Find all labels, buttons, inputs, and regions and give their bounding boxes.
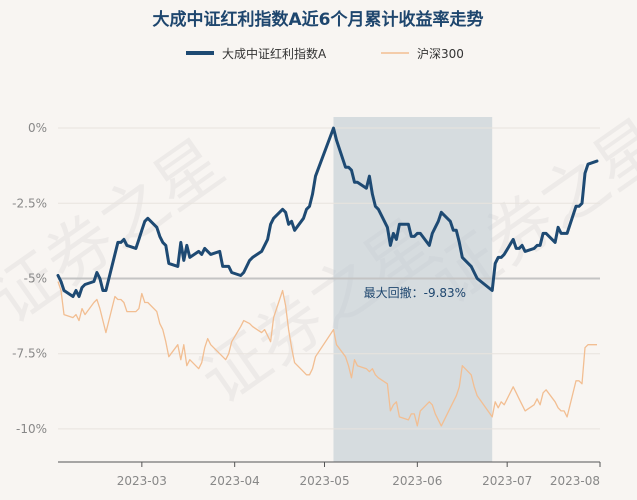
y-tick-label: -7.5% (12, 347, 47, 361)
x-tick-label: 2023-07 (482, 474, 532, 488)
legend-label-hs300: 沪深300 (417, 47, 464, 61)
x-tick-label: 2023-05 (299, 474, 349, 488)
y-tick-label: -2.5% (12, 196, 47, 210)
legend-label-fund: 大成中证红利指数A (222, 46, 327, 61)
watermark: 证券之星 证券之星 证券之星 (0, 104, 637, 418)
x-tick-label: 2023-03 (117, 474, 167, 488)
series-line-hs300 (57, 281, 597, 427)
x-axis: 2023-03 2023-04 2023-05 2023-06 2023-07 2023-… (117, 462, 601, 488)
gridlines (58, 127, 600, 430)
chart-title: 大成中证红利指数A近6个月累计收益率走势 (153, 9, 484, 30)
y-tick-label: -5% (24, 271, 47, 285)
x-tick-label: 2023-04 (210, 474, 260, 488)
y-tick-label: -10% (16, 422, 47, 436)
series-line-fund (56, 126, 599, 298)
y-tick-label: 0% (28, 121, 47, 135)
legend: 大成中证红利指数A 沪深300 (186, 46, 464, 61)
max-drawdown-label: 最大回撤：-9.83% (364, 285, 466, 300)
y-axis: 0% -2.5% -5% -7.5% -10% (12, 121, 47, 436)
watermark-text: 证券之星 (0, 124, 237, 338)
x-tick-label: 2023-06 (392, 474, 442, 488)
x-tick-label: 2023-08 (550, 474, 600, 488)
max-drawdown-band (333, 117, 493, 462)
